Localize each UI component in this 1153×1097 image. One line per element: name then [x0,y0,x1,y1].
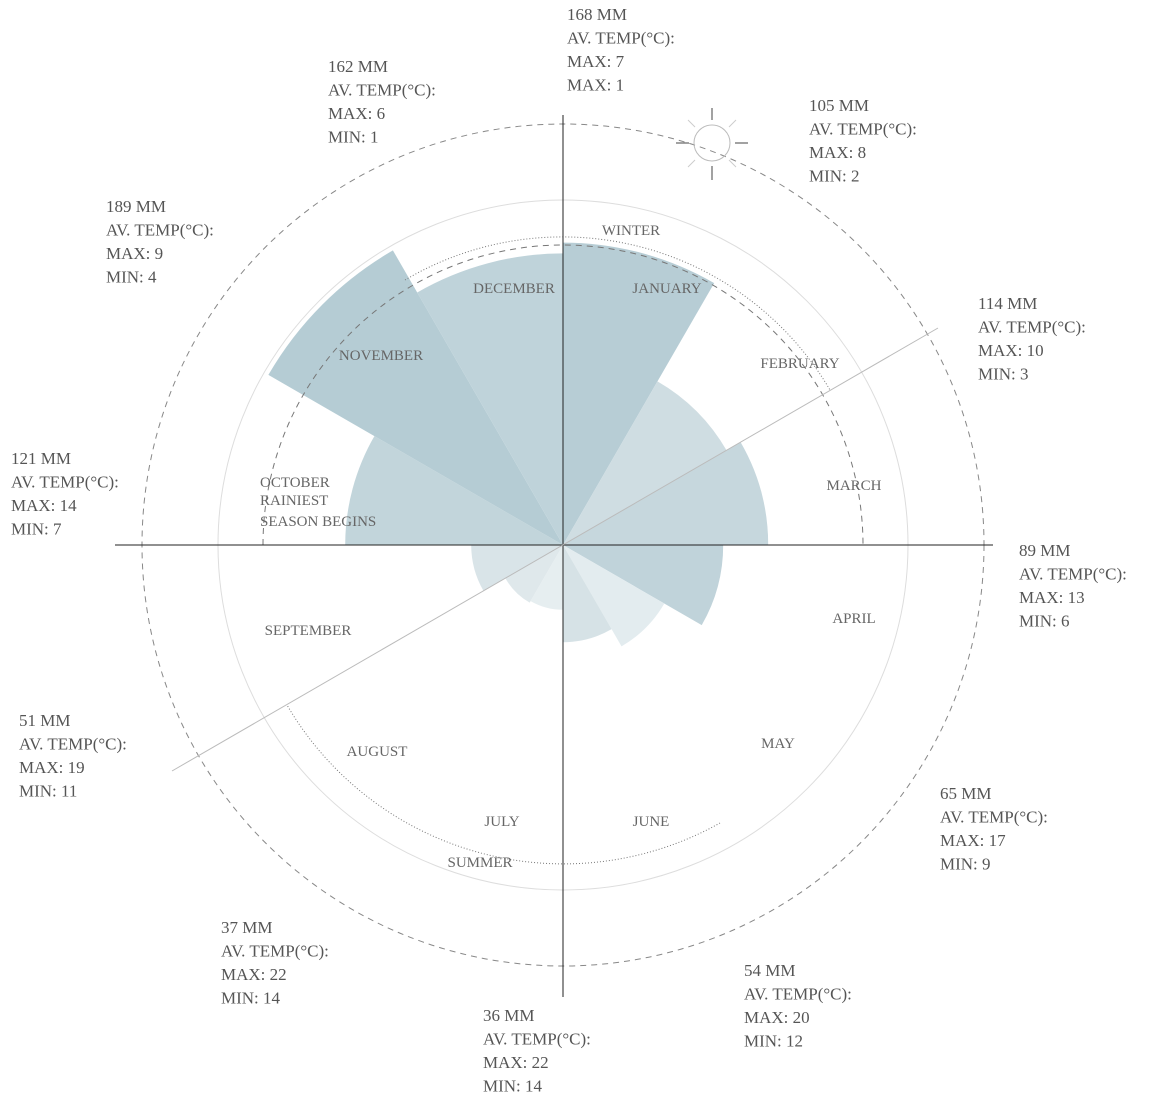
temp-label: AV. TEMP(°C): [978,318,1086,337]
temp-label: AV. TEMP(°C): [328,81,436,100]
temp-label: MIN: 12 [744,1032,803,1051]
wedge [268,250,563,545]
temp-label: MAX: 6 [328,104,385,123]
temp-label: MIN: 2 [809,167,860,186]
wedge [563,442,769,545]
temp-label: MIN: 7 [11,520,62,539]
temp-label: AV. TEMP(°C): [11,473,119,492]
temp-label: MIN: 1 [328,128,379,147]
note: RAINIEST [260,493,328,509]
temp-label: AV. TEMP(°C): [106,221,214,240]
temp-label: MAX: 9 [106,244,163,263]
temp-label: MAX: 13 [1019,588,1085,607]
temp-label: MIN: 9 [940,855,991,874]
temp-label: MIN: 6 [1019,612,1070,631]
temp-label: MAX: 1 [567,76,624,95]
temp-label: MAX: 22 [483,1053,549,1072]
temp-label: AV. TEMP(°C): [483,1030,591,1049]
month-label: AUGUST [347,744,408,760]
temp-label: MAX: 7 [567,52,625,71]
rain-label: 54 MM [744,961,795,980]
rain-label: 168 MM [567,5,627,24]
temp-label: MIN: 14 [221,989,281,1008]
rain-label: 65 MM [940,784,991,803]
temp-label: MAX: 8 [809,143,866,162]
rain-label: 36 MM [483,1006,534,1025]
wedge [563,381,727,545]
rain-label: 121 MM [11,449,71,468]
temp-label: AV. TEMP(°C): [809,120,917,139]
wedge [563,545,724,626]
dashed-arc [262,244,864,546]
wedge [563,242,715,545]
month-label: FEBRUARY [760,356,839,372]
temp-label: MAX: 17 [940,831,1006,850]
wedges [268,242,769,647]
month-label: DECEMBER [473,281,555,297]
season-label: SUMMER [447,855,512,871]
wedge [417,253,563,545]
temp-label: MAX: 14 [11,496,77,515]
summer-arc [286,704,721,865]
wedge [471,545,563,591]
season-label: WINTER [602,223,660,239]
temp-label: MAX: 19 [19,758,85,777]
winter-arc [404,236,831,391]
temp-label: AV. TEMP(°C): [1019,565,1127,584]
rain-label: 162 MM [328,57,388,76]
sun-icon [676,108,748,180]
temp-label: MAX: 22 [221,965,287,984]
temp-label: MIN: 14 [483,1077,543,1096]
temp-label: AV. TEMP(°C): [19,735,127,754]
note: SEASON BEGINS [260,514,376,530]
rain-label: 189 MM [106,197,166,216]
rain-label: 105 MM [809,96,869,115]
temp-label: AV. TEMP(°C): [744,985,852,1004]
temp-label: AV. TEMP(°C): [567,29,675,48]
temp-label: AV. TEMP(°C): [221,942,329,961]
wedge [505,545,563,603]
temp-label: AV. TEMP(°C): [940,808,1048,827]
month-label: SEPTEMBER [265,623,352,639]
month-label: JANUARY [632,281,701,297]
rain-label: 114 MM [978,294,1037,313]
temp-label: MAX: 10 [978,341,1044,360]
wedge [345,436,563,545]
month-label: JUNE [633,814,670,830]
rain-label: 51 MM [19,711,70,730]
diagonal-axis [171,327,939,772]
wedge [563,545,612,643]
rain-label: 37 MM [221,918,272,937]
month-label: JULY [484,814,519,830]
temp-label: MAX: 20 [744,1008,810,1027]
month-label: MARCH [826,478,881,494]
temp-label: MIN: 11 [19,782,77,801]
rain-label: 89 MM [1019,541,1070,560]
temp-label: MIN: 3 [978,365,1029,384]
wedge [530,545,563,610]
temp-label: MIN: 4 [106,268,157,287]
wedge [563,545,665,647]
month-label: APRIL [832,611,875,627]
month-label: MAY [761,736,795,752]
month-label: OCTOBER [260,475,330,491]
month-label: NOVEMBER [339,348,423,364]
